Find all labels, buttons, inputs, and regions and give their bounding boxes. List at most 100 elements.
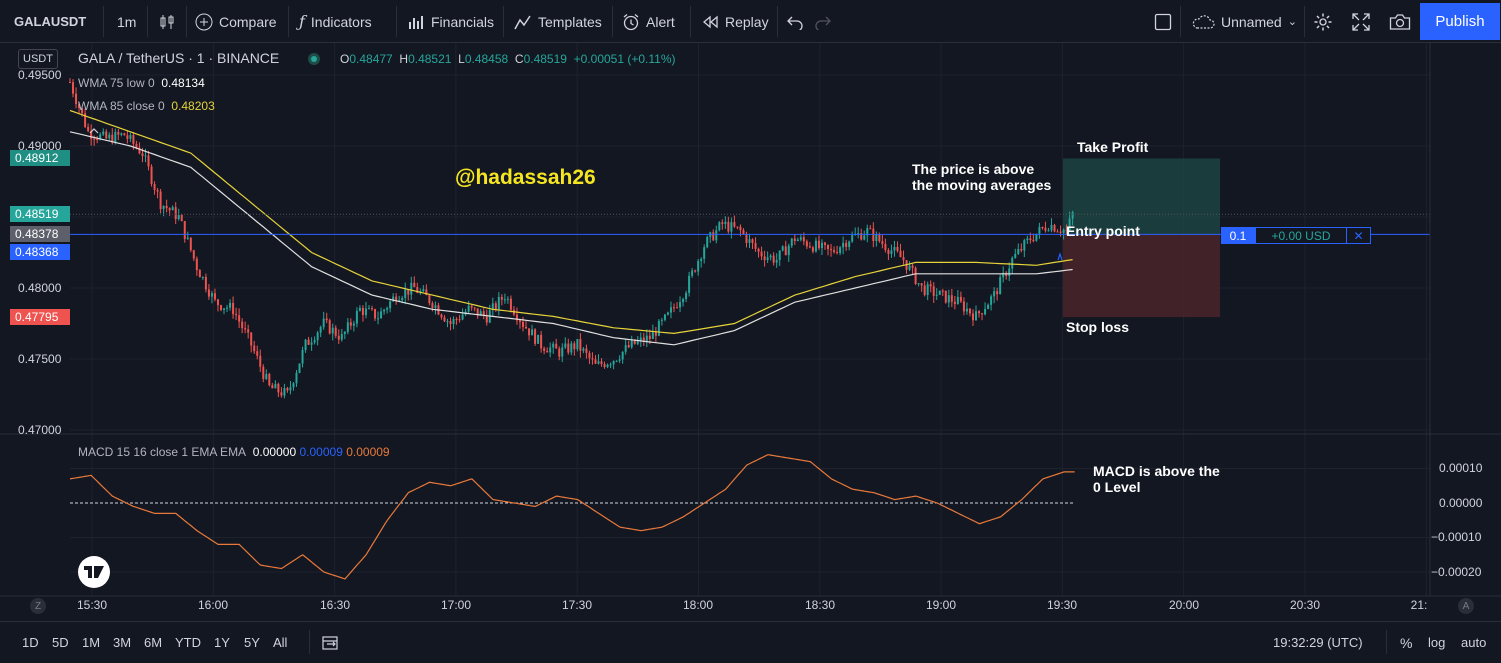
candle-body	[911, 265, 914, 268]
candle-body	[917, 283, 920, 285]
chart-canvas[interactable]	[0, 43, 1501, 620]
candle-body	[772, 255, 775, 263]
candle-body	[706, 237, 709, 248]
candle-body	[899, 250, 902, 258]
candle-body	[1023, 240, 1026, 251]
candle-body	[630, 339, 633, 348]
candle-body	[887, 250, 890, 254]
candle-body	[978, 311, 981, 314]
divider	[103, 6, 104, 37]
candle-body	[226, 307, 229, 309]
candle-body	[153, 184, 156, 190]
candle-body	[150, 166, 153, 185]
range-3m-button[interactable]: 3M	[113, 635, 132, 650]
collapse-legend-icon[interactable]	[89, 128, 99, 134]
grid	[70, 43, 1430, 596]
close-position-icon[interactable]: ✕	[1347, 227, 1371, 244]
layout-name-dropdown[interactable]: Unnamed ⌄	[1191, 0, 1297, 43]
range-ytd-button[interactable]: YTD	[175, 635, 201, 650]
auto-scale-button[interactable]: auto	[1461, 635, 1487, 650]
range-5d-button[interactable]: 5D	[52, 635, 69, 650]
entry-price-label[interactable]: 0.48378	[10, 226, 70, 242]
candle-body	[1041, 227, 1044, 229]
undo-button[interactable]	[787, 0, 803, 43]
wma75-legend[interactable]: WMA 75 low 0 0.48134	[78, 76, 205, 90]
position-quantity[interactable]: 0.1	[1221, 227, 1255, 244]
position-badge[interactable]: 0.1 +0.00 USD ✕	[1221, 227, 1371, 244]
candle-body	[636, 340, 639, 344]
divider	[503, 6, 504, 37]
financials-button[interactable]: Financials	[407, 0, 494, 43]
snapshot-button[interactable]	[1389, 0, 1411, 43]
fullscreen-button[interactable]	[1352, 0, 1370, 43]
range-1y-button[interactable]: 1Y	[214, 635, 230, 650]
publish-button[interactable]: Publish	[1420, 3, 1500, 40]
candle-body	[515, 314, 518, 321]
take-profit-zone[interactable]	[1063, 158, 1220, 235]
auto-scale-a-button[interactable]: A	[1458, 598, 1474, 614]
candle-body	[673, 307, 675, 309]
timezone-z-button[interactable]: Z	[30, 598, 46, 614]
divider	[186, 6, 187, 37]
candle-body	[316, 332, 319, 341]
candles-icon	[160, 14, 174, 29]
take-profit-price-label[interactable]: 0.48912	[10, 150, 70, 166]
financials-label: Financials	[431, 13, 495, 30]
candle-body	[210, 293, 213, 297]
range-1d-button[interactable]: 1D	[22, 635, 39, 650]
candle-body	[956, 296, 959, 305]
macd-tick: 0.00010	[1439, 461, 1483, 475]
candle-body	[105, 131, 108, 139]
templates-button[interactable]: Templates	[514, 0, 602, 43]
candle-body	[615, 360, 618, 362]
candle-body	[863, 235, 866, 240]
layout-toggle-button[interactable]	[1154, 0, 1172, 43]
stop-price-label[interactable]: 0.47795	[10, 309, 70, 325]
stop-loss-zone[interactable]	[1063, 234, 1220, 318]
range-all-button[interactable]: All	[273, 635, 288, 650]
candle-body	[766, 257, 769, 260]
candle-body	[99, 134, 102, 140]
candle-body	[579, 339, 582, 351]
range-5y-button[interactable]: 5Y	[244, 635, 260, 650]
macd-value-1: 0.00000	[252, 445, 297, 459]
candle-body	[87, 126, 90, 132]
redo-button[interactable]	[815, 0, 831, 43]
candle-body	[201, 276, 204, 278]
compare-button[interactable]: Compare	[195, 0, 277, 43]
interval-button[interactable]: 1m	[117, 0, 136, 43]
currency-badge[interactable]: USDT	[18, 49, 58, 69]
alert-button[interactable]: Alert	[622, 0, 675, 43]
candle-body	[573, 343, 576, 350]
symbol-search-button[interactable]: GALAUSDT	[14, 0, 86, 43]
candle-body	[763, 256, 766, 260]
indicators-button[interactable]: ƒ Indicators	[299, 0, 372, 43]
calendar-range-icon	[322, 635, 338, 650]
settings-button[interactable]	[1313, 0, 1333, 43]
crosshair-price-label[interactable]: 0.48368	[10, 244, 70, 260]
candle-body	[549, 347, 552, 353]
candle-body	[386, 308, 389, 310]
candle-body	[1029, 238, 1032, 241]
candle-body	[872, 228, 875, 242]
candle-body	[890, 250, 893, 254]
last-price-label[interactable]: 0.48519	[10, 206, 70, 222]
candle-body	[654, 331, 657, 336]
candle-style-button[interactable]	[158, 0, 176, 43]
log-scale-button[interactable]: log	[1428, 635, 1446, 650]
wma85-legend[interactable]: WMA 85 close 0 0.48203	[78, 99, 215, 113]
indicators-label: Indicators	[310, 13, 372, 30]
range-6m-button[interactable]: 6M	[144, 635, 163, 650]
candle-body	[884, 243, 887, 251]
replay-button[interactable]: Replay	[701, 0, 769, 43]
percent-scale-button[interactable]: %	[1400, 634, 1413, 651]
date-range-button[interactable]	[322, 622, 340, 663]
candle-body	[223, 308, 226, 310]
range-1m-button[interactable]: 1M	[82, 635, 101, 650]
clock-display[interactable]: 19:32:29 (UTC)	[1273, 635, 1363, 650]
candle-body	[259, 355, 262, 367]
candle-body	[271, 385, 274, 389]
tradingview-logo[interactable]	[78, 556, 110, 588]
macd-legend[interactable]: MACD 15 16 close 1 EMA EMA 0.00000 0.000…	[78, 445, 390, 459]
market-status-icon[interactable]	[308, 53, 320, 65]
